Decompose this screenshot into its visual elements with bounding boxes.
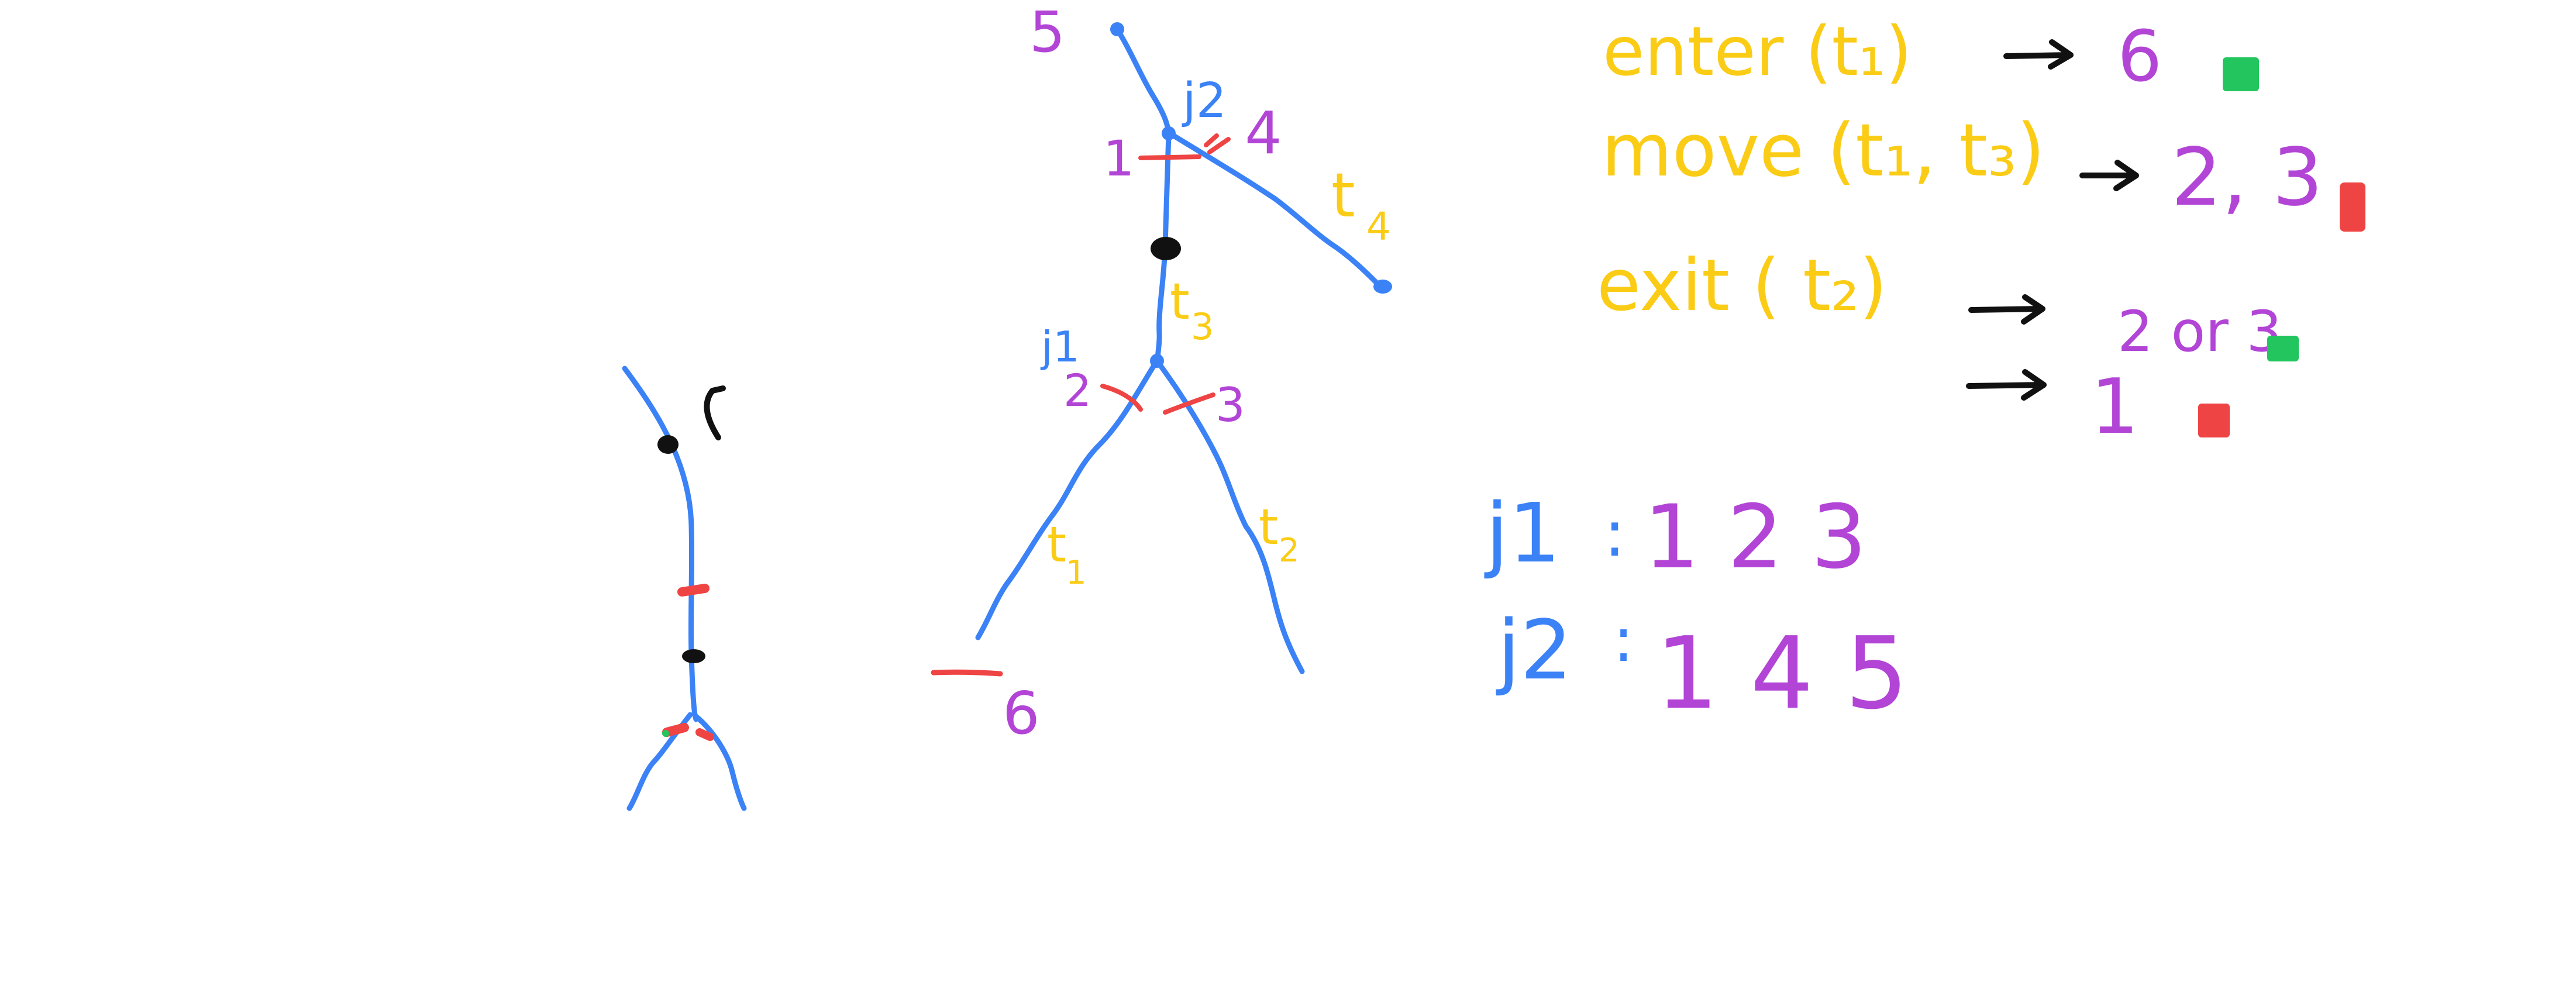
signal-6-bar (931, 669, 1003, 677)
rule-exit: exit ( t₂) 2 or 3 1 (1597, 244, 2299, 451)
small-signal-red (677, 584, 710, 597)
junction-row-j1-colon: : (1604, 496, 1626, 571)
label-track-t1: t 1 (1047, 516, 1087, 592)
small-signal-left (662, 723, 689, 737)
track-t4 (1167, 130, 1383, 290)
small-tie-bottom (682, 649, 705, 663)
rule-enter-status-green (2223, 57, 2259, 91)
svg-text:t: t (1047, 516, 1066, 573)
track-diagram: 5 1 4 2 3 6 j2 j1 t 4 t 3 t 1 t 2 (931, 0, 1392, 747)
junction-row-j2-colon: : (1613, 604, 1634, 676)
rule-move-status-red (2340, 182, 2365, 232)
label-track-t4: t 4 (1331, 160, 1391, 249)
rule-move-arrow-icon (2079, 160, 2139, 191)
rule-move-result: 2, 3 (2171, 132, 2323, 224)
svg-text:4: 4 (1366, 204, 1391, 249)
label-signal-5: 5 (1029, 0, 1065, 65)
label-junction-j1: j1 (1040, 322, 1080, 371)
label-track-t2: t 2 (1259, 498, 1300, 570)
svg-text:3: 3 (1191, 305, 1214, 348)
rule-exit-status-green (2267, 336, 2299, 361)
label-junction-j2: j2 (1182, 73, 1227, 129)
rule-exit-result: 2 or 3 (2117, 299, 2282, 364)
track-t2 (1154, 358, 1305, 674)
junction-row-j1-name: j1 (1484, 486, 1561, 581)
rule-move-expr: move (t₁, t₃) (1602, 109, 2045, 193)
rule-enter-result: 6 (2117, 16, 2162, 98)
rule-move: move (t₁, t₃) 2, 3 (1602, 109, 2365, 232)
small-tie-top (657, 435, 679, 454)
junction-row-j2: j2 : 1 4 5 (1496, 603, 1909, 732)
rule-enter-arrow-icon (2003, 39, 2074, 70)
small-arrow-icon (704, 385, 726, 440)
rule-exit-alt-status-red (2198, 404, 2230, 437)
junction-row-j1-values: 1 2 3 (1644, 487, 1867, 588)
rule-exit-alt-arrow-icon (1966, 369, 2047, 401)
junction-table: j1 : 1 2 3 j2 : 1 4 5 (1484, 486, 1909, 732)
small-track-sketch (622, 366, 747, 811)
small-signal-right (695, 728, 714, 741)
signal-4-bar (1204, 133, 1231, 154)
signal-2-bar (1100, 384, 1143, 412)
svg-text:t: t (1259, 498, 1278, 556)
track-t3 (1155, 130, 1172, 363)
svg-text:1: 1 (1066, 554, 1087, 592)
rules-panel: enter (t₁) 6 move (t₁, t₃) 2, 3 exit ( t… (1597, 12, 2365, 451)
junction-row-j2-values: 1 4 5 (1655, 616, 1909, 732)
label-signal-4: 4 (1245, 99, 1282, 167)
small-track-main (622, 366, 699, 722)
label-signal-2: 2 (1063, 364, 1091, 416)
small-track-right-branch (693, 714, 747, 811)
label-signal-6: 6 (1003, 679, 1040, 747)
rule-exit-alt-result: 1 (2091, 362, 2139, 451)
rule-exit-arrow-icon (1968, 294, 2045, 325)
svg-text:t: t (1331, 160, 1355, 231)
track-top-segment (1114, 26, 1172, 135)
small-signal-left-green (662, 730, 669, 737)
rule-enter: enter (t₁) 6 (1603, 12, 2259, 98)
svg-text:2: 2 (1279, 532, 1300, 570)
label-track-t3: t 3 (1170, 273, 1214, 348)
signal-1-bar (1138, 154, 1201, 160)
label-signal-1: 1 (1103, 130, 1134, 187)
svg-text:t: t (1170, 273, 1190, 331)
junction-row-j2-name: j2 (1496, 603, 1572, 698)
junction-row-j1: j1 : 1 2 3 (1484, 486, 1867, 588)
node-t4-end (1373, 280, 1392, 294)
signal-3-bar (1163, 392, 1215, 415)
rule-exit-expr: exit ( t₂) (1597, 244, 1887, 327)
label-signal-3: 3 (1215, 378, 1245, 432)
node-top (1110, 22, 1124, 36)
rule-enter-expr: enter (t₁) (1603, 12, 1912, 91)
track-t1 (975, 358, 1160, 640)
tie-t3 (1151, 237, 1181, 260)
